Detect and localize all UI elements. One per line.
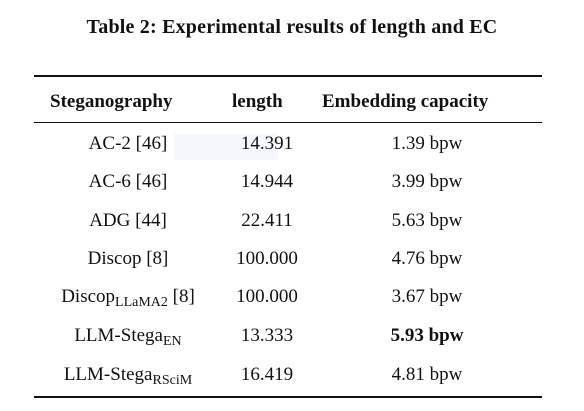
capacity-cell: 3.67 bpw [391,286,463,307]
table-row: DiscopLLaMA2 [8] 100.000 3.67 bpw [34,278,542,316]
method-cell: LLM-StegaEN [34,317,222,355]
method-name: LLM-Stega [63,364,153,385]
capacity-cell: 5.63 bpw [391,210,463,231]
method-subscript: RSciM [152,373,193,388]
header-rule [34,122,542,123]
method-subscript: EN [162,334,182,349]
length-cell: 16.419 [240,364,294,385]
bottom-rule [34,396,542,398]
table-caption: Table 2: Experimental results of length … [86,16,498,38]
top-rule [34,75,542,77]
capacity-cell: 3.99 bpw [391,171,463,192]
capacity-cell: 5.93 bpw [390,325,464,346]
table-row: Discop [8] 100.000 4.76 bpw [34,240,542,278]
method-cell: DiscopLLaMA2 [8] [34,278,222,316]
method-name: LLM-Stega [74,325,163,346]
table-row: LLM-StegaEN 13.333 5.93 bpw [34,317,542,355]
length-cell: 100.000 [236,286,298,307]
method-name: ADG [44] [89,210,167,231]
length-cell: 14.944 [240,171,294,192]
table-row: AC-2 [46] 14.391 1.39 bpw [34,125,542,163]
method-subscript: LLaMA2 [115,295,168,310]
length-cell: 14.391 [240,133,294,154]
length-cell: 22.411 [241,210,293,231]
method-name: Discop [61,286,116,307]
capacity-cell: 4.81 bpw [391,364,463,385]
table-row: LLM-StegaRSciM 16.419 4.81 bpw [34,356,542,394]
method-cell: LLM-StegaRSciM [34,356,222,394]
capacity-cell: 1.39 bpw [391,133,463,154]
header-length: length [232,91,283,112]
length-cell: 13.333 [240,325,294,346]
method-cell: ADG [44] [34,202,222,240]
method-cell: AC-2 [46] [34,125,222,163]
header-steganography: Steganography [50,91,173,112]
row-highlight [174,134,278,160]
header-embedding-capacity: Embedding capacity [322,91,489,112]
method-name: AC-6 [46] [88,171,168,192]
method-name: Discop [8] [87,248,169,269]
method-cell: AC-6 [46] [34,163,222,201]
capacity-cell: 4.76 bpw [391,248,463,269]
method-cell: Discop [8] [34,240,222,278]
method-name: AC-2 [46] [88,133,168,154]
table-row: AC-6 [46] 14.944 3.99 bpw [34,163,542,201]
length-cell: 100.000 [236,248,298,269]
method-citation: [8] [167,286,195,307]
table-row: ADG [44] 22.411 5.63 bpw [34,202,542,240]
